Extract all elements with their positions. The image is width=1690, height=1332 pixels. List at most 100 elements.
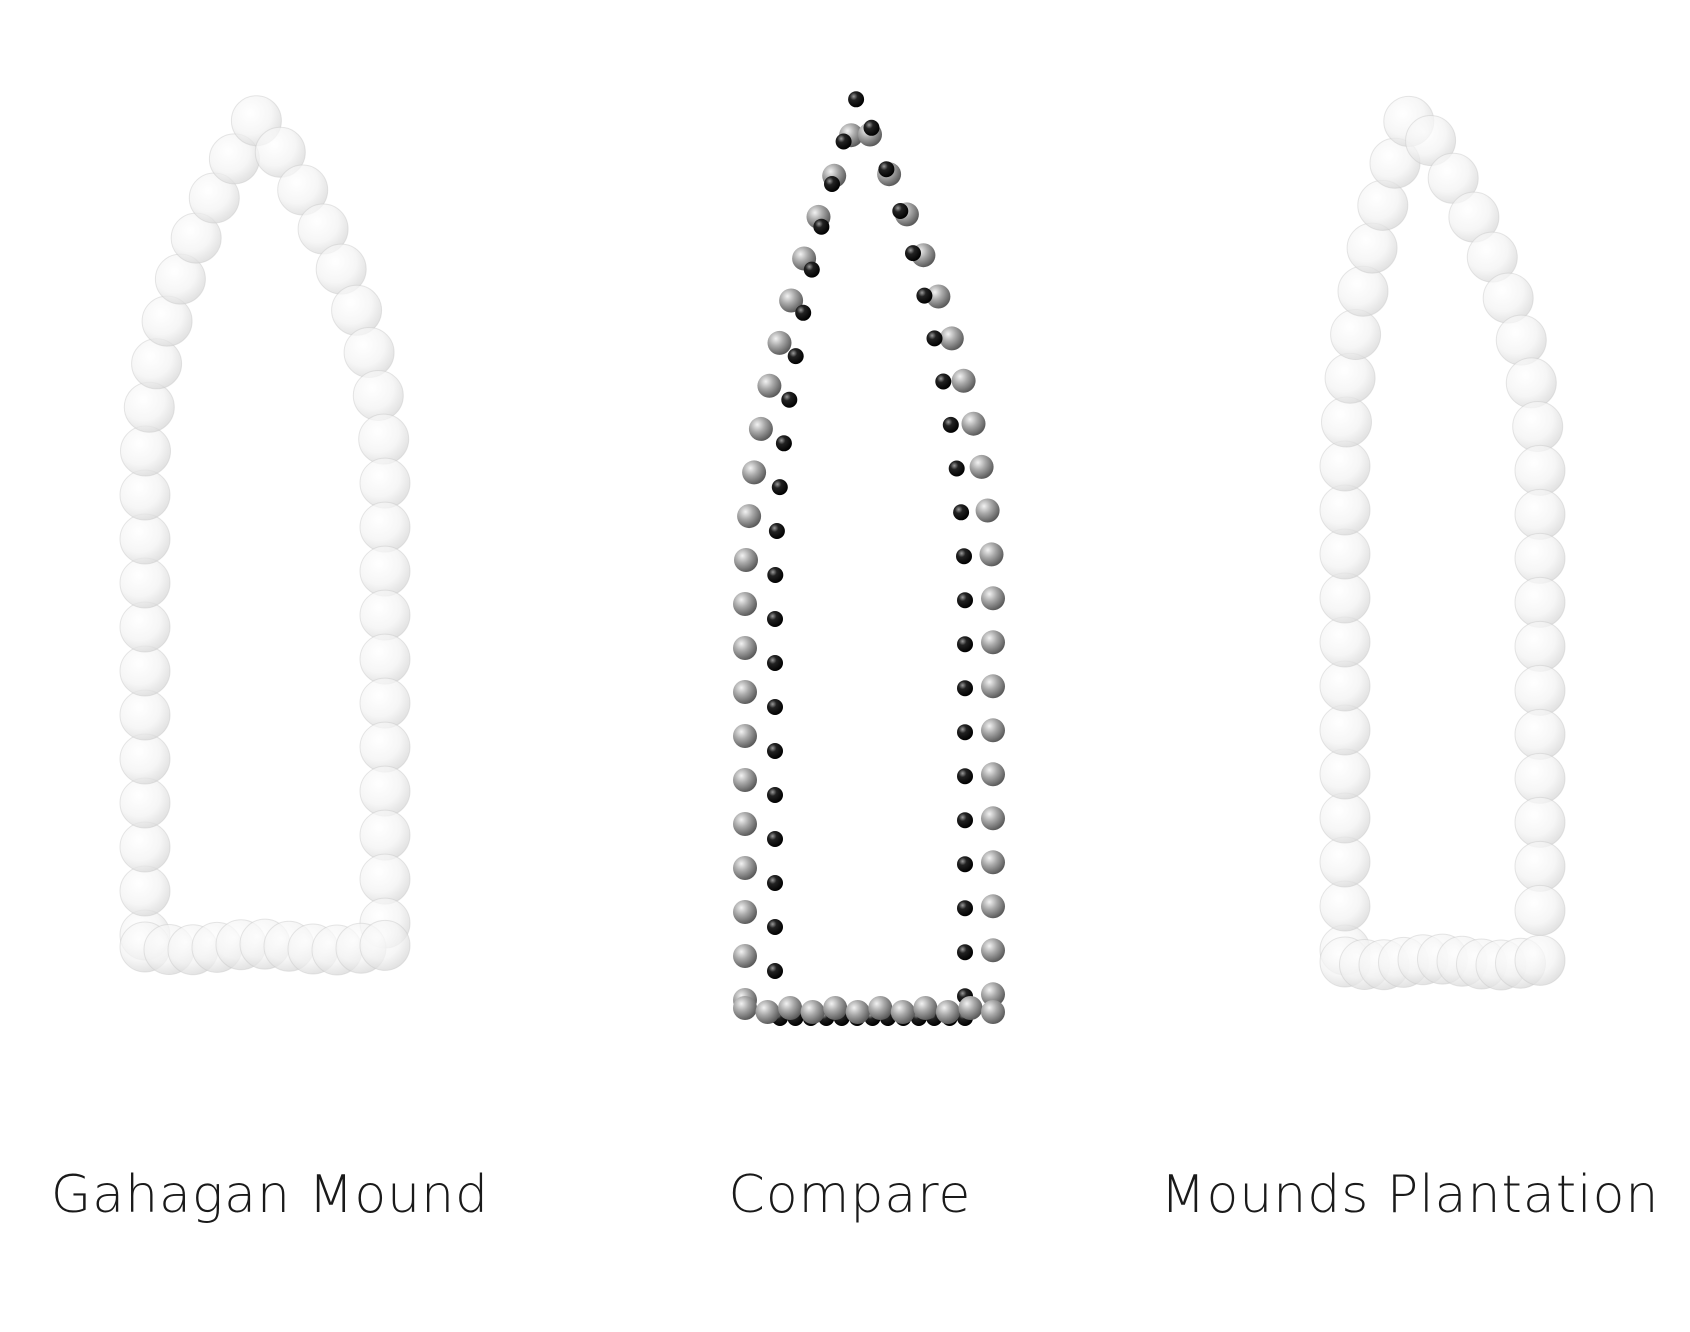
light-bead (359, 765, 411, 817)
light-bead (359, 677, 411, 729)
black-bead (767, 567, 784, 583)
black-bead (771, 479, 788, 496)
black-bead (768, 523, 785, 539)
black-bead (863, 119, 880, 136)
grey-bead (890, 1000, 915, 1024)
grey-bead (975, 498, 1000, 523)
light-bead (1514, 576, 1566, 628)
light-bead (1495, 314, 1547, 366)
grey-bead (981, 718, 1005, 743)
black-bead (795, 304, 812, 321)
light-bead (120, 425, 171, 477)
grey-bead (733, 768, 757, 792)
light-bead (1505, 357, 1557, 409)
grey-bead (737, 504, 762, 529)
light-bead (359, 501, 411, 553)
light-bead (1514, 934, 1566, 986)
grey-bead (939, 326, 964, 351)
black-bead (767, 611, 783, 627)
light-bead (1514, 840, 1566, 892)
grey-bead (951, 368, 976, 393)
grey-bead (823, 996, 848, 1020)
gahagan-mound-label: Gahagan Mound (50, 1165, 490, 1225)
black-bead (767, 963, 783, 979)
light-bead (343, 327, 395, 378)
grey-bead (868, 996, 893, 1020)
black-bead (767, 831, 783, 847)
grey-bead (757, 373, 782, 398)
light-bead (1514, 752, 1566, 804)
black-bead (926, 330, 943, 347)
grey-bead (734, 548, 758, 572)
grey-bead (733, 856, 757, 880)
grey-bead (981, 1000, 1005, 1024)
grey-bead (979, 542, 1004, 567)
light-bead (1319, 836, 1371, 888)
black-bead (916, 287, 933, 304)
light-bead (119, 821, 171, 873)
black-bead (905, 245, 921, 262)
light-bead (1319, 484, 1371, 536)
grey-bead (779, 288, 804, 313)
black-bead (935, 373, 952, 390)
black-bead (775, 435, 792, 452)
light-bead (1319, 440, 1371, 492)
black-bead (892, 203, 909, 219)
light-bead (119, 865, 171, 917)
grey-bead (981, 630, 1005, 655)
light-bead (1514, 620, 1566, 672)
light-bead (1330, 309, 1382, 360)
grey-bead (800, 1000, 825, 1024)
light-bead (119, 689, 171, 741)
light-bead (254, 126, 306, 178)
grey-bead (742, 460, 767, 485)
black-bead (953, 504, 970, 521)
light-bead (1324, 352, 1376, 404)
light-bead (1512, 401, 1564, 452)
light-bead (359, 633, 411, 685)
light-bead (119, 601, 171, 653)
black-bead (835, 133, 852, 150)
grey-bead (935, 1000, 960, 1024)
black-bead (957, 944, 973, 961)
grey-bead (748, 416, 773, 441)
grey-bead (733, 636, 757, 660)
light-bead (1319, 528, 1371, 580)
light-bead (1319, 616, 1371, 668)
light-bead (359, 853, 411, 905)
grey-bead (981, 586, 1005, 611)
grey-bead (958, 996, 983, 1020)
black-bead (957, 812, 973, 829)
light-bead (1346, 222, 1398, 274)
black-bead (957, 900, 973, 917)
light-bead (1319, 880, 1371, 932)
grey-bead (733, 900, 757, 924)
black-bead (824, 176, 840, 192)
gahagan-mound-bead-loop (119, 95, 411, 976)
black-bead (787, 348, 804, 365)
light-bead (119, 513, 171, 565)
grey-bead (981, 806, 1005, 831)
light-bead (1319, 572, 1371, 624)
black-bead (956, 548, 972, 565)
black-bead (957, 724, 973, 741)
light-bead (131, 338, 183, 390)
compare-label: Compare (728, 1165, 972, 1225)
black-bead (957, 592, 973, 609)
black-bead (878, 161, 895, 178)
grey-bead (733, 724, 757, 748)
grey-bead (733, 680, 757, 704)
light-bead (1514, 708, 1566, 760)
light-bead (359, 721, 411, 773)
light-bead (1319, 704, 1371, 756)
black-bead (767, 787, 783, 803)
black-bead (781, 391, 798, 408)
light-bead (352, 370, 404, 421)
black-bead (767, 919, 783, 935)
black-bead (957, 680, 973, 697)
light-bead (1319, 792, 1371, 844)
light-bead (123, 381, 175, 433)
grey-bead (755, 1000, 780, 1024)
light-bead (358, 413, 410, 465)
